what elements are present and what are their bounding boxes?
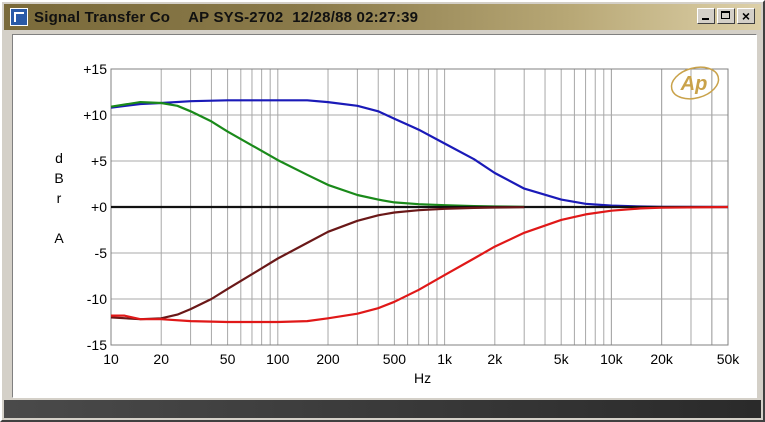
- y-tick-label: +10: [83, 107, 107, 123]
- ap-logo-text: Ap: [680, 73, 708, 95]
- maximize-button[interactable]: [717, 8, 735, 24]
- x-tick-label: 200: [316, 351, 340, 367]
- x-tick-label: 500: [383, 351, 407, 367]
- x-tick-label: 10: [103, 351, 119, 367]
- close-button[interactable]: ×: [737, 8, 755, 24]
- frequency-response-chart: 10 20 50 100 200 500 1k 2k 5k 10k 20k 50k +15 +10 +5 +0…: [54, 61, 740, 386]
- x-tick-label: 10k: [600, 351, 624, 367]
- window-title-info: AP SYS-2702 12/28/88 02:27:39: [188, 8, 419, 26]
- y-tick-label: +0: [91, 199, 107, 215]
- chart-ticks: 10 20 50 100 200 500 1k 2k 5k 10k 20k 50k +15 +10 +5 +0…: [83, 61, 740, 367]
- chart-series: [110, 99, 729, 324]
- y-tick-label: -5: [95, 245, 108, 261]
- x-tick-label: 20: [153, 351, 169, 367]
- y-tick-label: +5: [91, 153, 107, 169]
- y-tick-label: -15: [87, 337, 107, 353]
- x-tick-label: 2k: [487, 351, 503, 367]
- x-tick-label: 5k: [554, 351, 570, 367]
- y-axis-label-char: B: [54, 170, 63, 186]
- y-axis-label-char: r: [57, 190, 62, 206]
- app-logo-icon[interactable]: [10, 8, 28, 26]
- series-line-1: [110, 99, 729, 209]
- graph-panel: 10 20 50 100 200 500 1k 2k 5k 10k 20k 50k +15 +10 +5 +0…: [12, 34, 757, 398]
- minimize-button[interactable]: [697, 8, 715, 24]
- x-tick-label: 50k: [717, 351, 741, 367]
- y-tick-label: +15: [83, 61, 107, 77]
- y-axis-label-char: d: [55, 150, 63, 166]
- x-axis-label: Hz: [414, 370, 431, 386]
- series-line-2: [110, 101, 525, 208]
- x-tick-label: 20k: [650, 351, 674, 367]
- title-bar[interactable]: Signal Transfer Co AP SYS-2702 12/28/88 …: [4, 4, 761, 30]
- y-tick-label: -10: [87, 291, 107, 307]
- close-icon: ×: [741, 8, 751, 24]
- x-tick-label: 100: [266, 351, 290, 367]
- x-tick-label: 1k: [437, 351, 453, 367]
- window-title-app: Signal Transfer Co: [34, 8, 171, 26]
- window-controls: ×: [697, 8, 755, 24]
- series-line-5: [111, 205, 729, 324]
- ap-logo: Ap: [670, 66, 720, 100]
- y-axis-label-char: A: [54, 230, 64, 246]
- series-line-4: [110, 206, 525, 321]
- x-tick-label: 50: [220, 351, 236, 367]
- status-bar: [4, 400, 761, 418]
- y-axis-label: dBr A: [54, 150, 64, 246]
